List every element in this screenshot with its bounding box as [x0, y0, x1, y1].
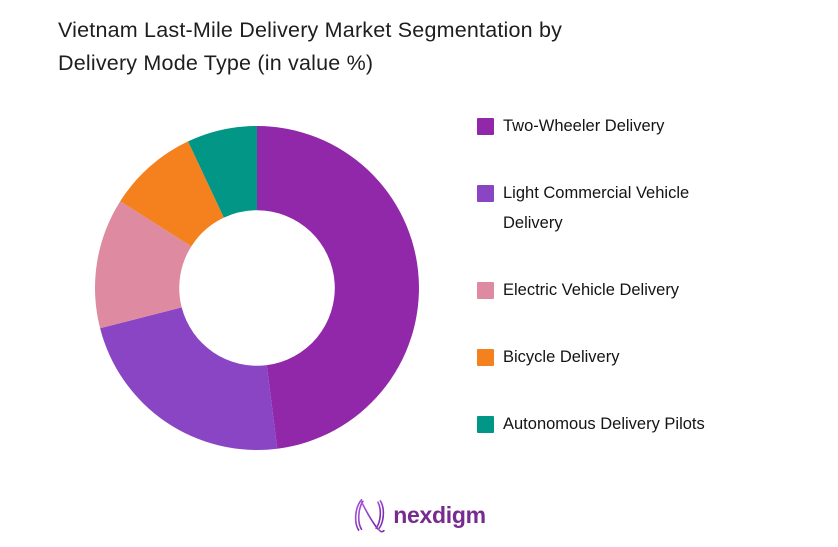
- legend-label: Light Commercial Vehicle Delivery: [503, 184, 690, 232]
- donut-slice-3: [120, 141, 224, 247]
- donut-slice-4: [188, 126, 257, 218]
- donut-chart: [95, 126, 419, 450]
- legend-label: Autonomous Delivery Pilots: [503, 415, 705, 433]
- donut-slice-1: [100, 307, 278, 450]
- donut-slice-2: [95, 201, 192, 329]
- legend-swatch-icon: [477, 117, 494, 135]
- legend-item-bicycle: Bicycle Delivery: [477, 342, 751, 372]
- legend-swatch-icon: [477, 415, 494, 433]
- chart-title: Vietnam Last-Mile Delivery Market Segmen…: [58, 14, 562, 79]
- legend-swatch-icon: [477, 184, 494, 202]
- legend-swatch-icon: [477, 281, 494, 299]
- legend-label: Two-Wheeler Delivery: [503, 117, 665, 135]
- nexdigm-logo: nexdigm: [0, 496, 838, 534]
- donut-slice-0: [257, 126, 419, 449]
- chart-title-line2: Delivery Mode Type (in value %): [58, 50, 374, 75]
- chart-legend: Two-Wheeler Delivery Light Commercial Ve…: [477, 111, 751, 439]
- legend-swatch-icon: [477, 348, 494, 366]
- nexdigm-logo-icon: [355, 499, 385, 533]
- legend-label: Electric Vehicle Delivery: [503, 281, 680, 299]
- chart-title-line1: Vietnam Last-Mile Delivery Market Segmen…: [58, 18, 563, 42]
- donut-chart-svg: [95, 126, 419, 450]
- legend-item-autonomous-pilots: Autonomous Delivery Pilots: [477, 409, 751, 439]
- nexdigm-logo-text: nexdigm: [393, 501, 486, 528]
- legend-item-electric-vehicle: Electric Vehicle Delivery: [477, 275, 751, 305]
- legend-item-light-commercial-vehicle: Light Commercial Vehicle Delivery: [477, 178, 751, 238]
- legend-label: Bicycle Delivery: [503, 348, 620, 366]
- legend-item-two-wheeler: Two-Wheeler Delivery: [477, 111, 751, 141]
